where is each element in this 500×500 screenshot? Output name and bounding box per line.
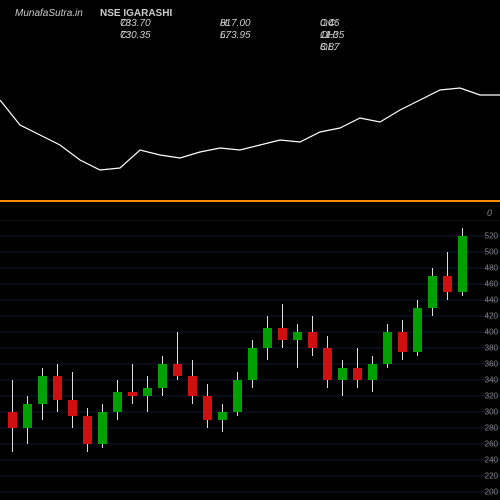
y-tick-label: 280 (485, 424, 498, 433)
y-tick-label: 480 (485, 264, 498, 273)
y-tick-label: 220 (485, 472, 498, 481)
y-tick-label: 520 (485, 232, 498, 241)
y-tick-label: 340 (485, 376, 498, 385)
line-chart (0, 40, 500, 200)
y-tick-label: 420 (485, 312, 498, 321)
y-tick-label: 440 (485, 296, 498, 305)
y-tick-label: 320 (485, 392, 498, 401)
y-tick-label: 400 (485, 328, 498, 337)
y-tick-label: 240 (485, 456, 498, 465)
y-tick-label: 200 (485, 488, 498, 497)
y-tick-label: 300 (485, 408, 498, 417)
y-tick-label: 500 (485, 248, 498, 257)
candlestick-chart (0, 220, 500, 500)
chart-divider (0, 200, 500, 202)
y-tick-label: 460 (485, 280, 498, 289)
y-tick-label: 260 (485, 440, 498, 449)
y-tick-label: 380 (485, 344, 498, 353)
site-name: MunafaSutra.in (15, 8, 83, 19)
y-tick-label: 360 (485, 360, 498, 369)
zero-marker: 0 (487, 208, 492, 218)
